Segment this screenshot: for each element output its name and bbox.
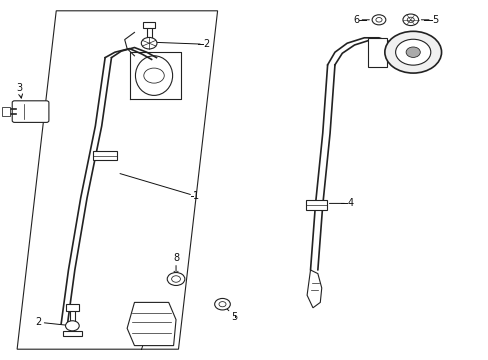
FancyBboxPatch shape: [12, 101, 49, 122]
Circle shape: [375, 18, 381, 22]
Text: 4: 4: [329, 198, 353, 208]
Circle shape: [407, 17, 413, 22]
Circle shape: [402, 14, 418, 26]
Text: 3: 3: [17, 83, 22, 98]
Circle shape: [371, 15, 385, 25]
Bar: [305, 200, 326, 210]
Text: 2: 2: [35, 317, 69, 327]
Polygon shape: [127, 302, 176, 346]
Circle shape: [219, 302, 225, 307]
Bar: [62, 331, 82, 336]
Circle shape: [141, 37, 157, 49]
Text: 5: 5: [224, 306, 237, 322]
Circle shape: [395, 39, 430, 65]
Bar: [65, 304, 79, 311]
Text: 1: 1: [120, 174, 199, 201]
Bar: [143, 22, 155, 28]
Polygon shape: [367, 37, 386, 67]
Circle shape: [65, 321, 79, 331]
Text: 8: 8: [173, 253, 179, 275]
Text: 6: 6: [352, 15, 368, 25]
Circle shape: [171, 276, 180, 282]
Polygon shape: [306, 270, 321, 308]
Bar: [93, 151, 117, 160]
Text: 2: 2: [152, 39, 209, 49]
Circle shape: [167, 273, 184, 285]
Circle shape: [214, 298, 230, 310]
Bar: [2, 107, 10, 116]
Text: 7: 7: [139, 337, 144, 352]
Text: 5: 5: [421, 15, 437, 25]
Circle shape: [384, 31, 441, 73]
Circle shape: [405, 47, 419, 57]
